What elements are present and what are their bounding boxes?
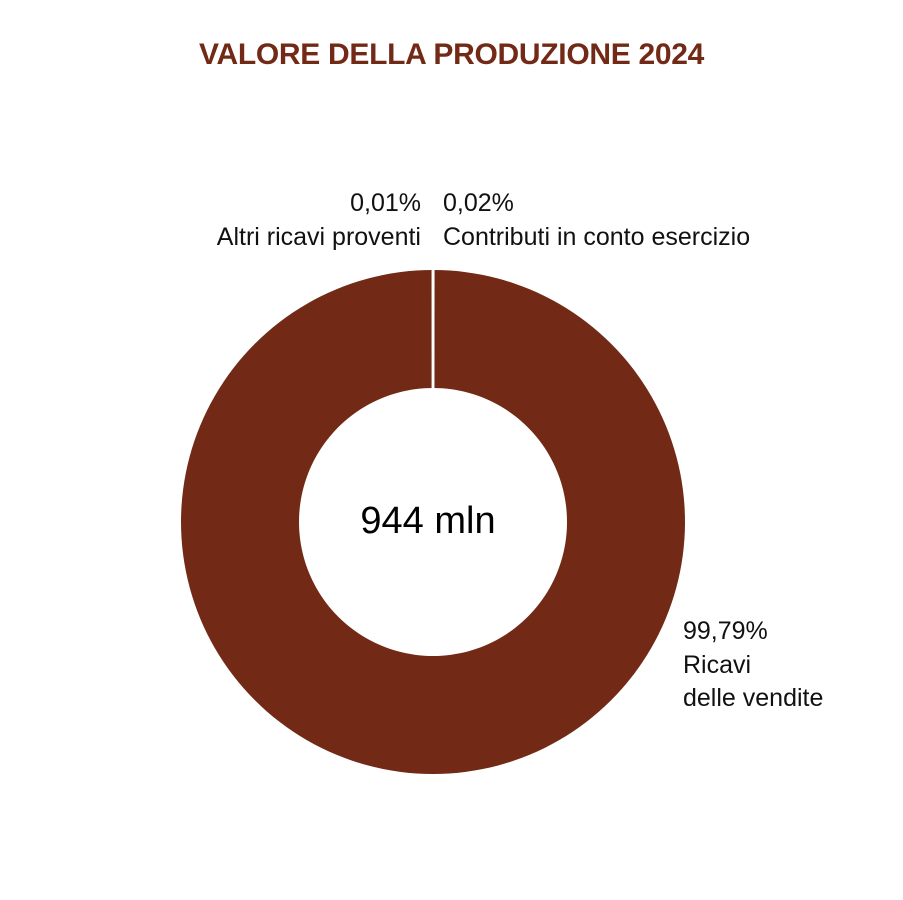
slice-label-ricavi-name-line1: Ricavi [683, 651, 751, 679]
slice-ricavi-delle-vendite [180, 270, 685, 775]
chart-title: VALORE DELLA PRODUZIONE 2024 [198, 38, 704, 71]
slice-label-ricavi-value: 99,79% [683, 617, 768, 645]
slice-label-contributi-value: 0,02% [443, 189, 514, 217]
slice-label-altri-name: Altri ricavi proventi [217, 223, 421, 251]
slice-label-ricavi-name-line2: delle vendite [683, 684, 823, 712]
slice-label-altri-value: 0,01% [350, 189, 421, 217]
center-total-label: 944 mln [360, 500, 495, 542]
slice-label-contributi-name: Contributi in conto esercizio [443, 223, 750, 251]
